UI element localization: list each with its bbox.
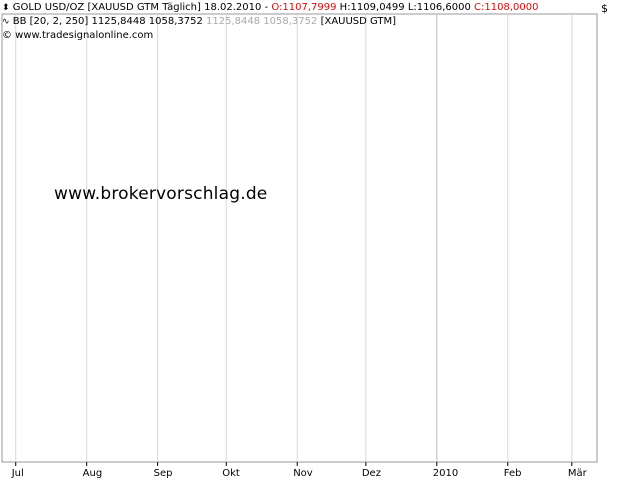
copyright-text: © www.tradesignalonline.com [2,30,154,41]
instrument-icon: ⬍ [2,3,10,13]
header-line-copyright: © www.tradesignalonline.com [2,30,153,42]
plot-area [1,13,598,463]
close-value: C:1108,0000 [474,2,539,13]
x-tick-label: Jul [11,468,24,479]
low-value: L:1106,6000 [407,2,471,13]
currency-symbol: $ [601,2,608,15]
x-tick-label: Okt [222,468,240,479]
bollinger-icon: ∿ [2,17,10,27]
x-tick-label: Nov [293,468,313,479]
x-tick-label: Feb [504,468,522,479]
x-tick-label: Mär [568,468,588,479]
bb-symbol: [XAUUSD GTM] [320,16,397,27]
open-value: O:1107,7999 [271,2,337,13]
x-tick-label: Dez [362,468,381,479]
bb-values-light: 1125,8448 1058,3752 [206,16,318,27]
bb-values: 1125,8448 1058,3752 [91,16,203,27]
header-line-ohlc: ⬍ GOLD USD/OZ [XAUUSD GTM Täglich] 18.02… [2,2,538,14]
header-line-bb: ∿ BB [20, 2, 250] 1125,8448 1058,3752 11… [2,16,396,28]
x-tick-label: Sep [154,468,173,479]
watermark-text: www.brokervorschlag.de [54,184,268,204]
instrument-title: GOLD USD/OZ [XAUUSD GTM Täglich] 18.02.2… [12,2,269,13]
high-value: H:1109,0499 [339,2,405,13]
x-tick-label: 2010 [433,468,458,479]
x-tick-label: Aug [83,468,103,479]
bb-label: BB [20, 2, 250] [12,16,89,27]
